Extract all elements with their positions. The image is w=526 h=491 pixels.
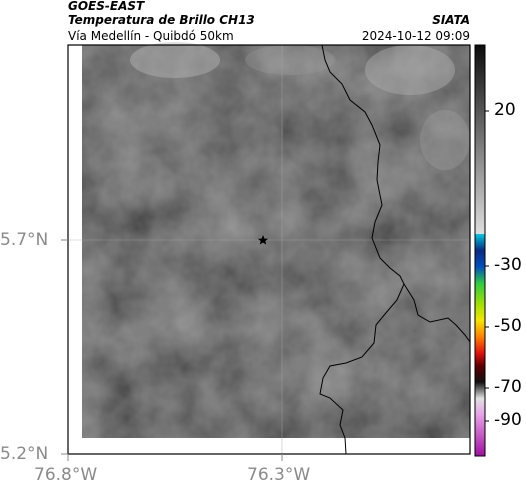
colorbar bbox=[474, 44, 489, 457]
admin-boundaries bbox=[319, 44, 471, 455]
datetime-label: 2024-10-12 09:09 bbox=[361, 29, 470, 43]
map-frame bbox=[67, 44, 471, 455]
satellite-image bbox=[68, 42, 470, 454]
colorbar-label-20: 20 bbox=[494, 100, 516, 120]
lat-label-5-7: 5.7°N bbox=[0, 230, 49, 250]
lon-tick-marks bbox=[67, 454, 283, 461]
location-label: Vía Medellín - Quibdó 50km bbox=[68, 29, 234, 43]
colorbar-label-minus-90: -90 bbox=[494, 410, 522, 430]
lat-tick-marks bbox=[61, 239, 68, 455]
location-marker bbox=[257, 235, 269, 245]
colorbar-label-minus-70: -70 bbox=[494, 377, 522, 397]
product-title: Temperatura de Brillo CH13 bbox=[68, 13, 255, 27]
lon-label-76-8: 76.8°W bbox=[34, 465, 98, 485]
lon-label-76-3: 76.3°W bbox=[247, 465, 311, 485]
grid-lines bbox=[68, 45, 470, 454]
satellite-name: GOES-EAST bbox=[68, 0, 145, 13]
colorbar-label-minus-30: -30 bbox=[494, 255, 522, 275]
lat-label-5-2: 5.2°N bbox=[0, 444, 49, 464]
colorbar-label-minus-50: -50 bbox=[494, 316, 522, 336]
organization-name: SIATA bbox=[432, 13, 470, 27]
